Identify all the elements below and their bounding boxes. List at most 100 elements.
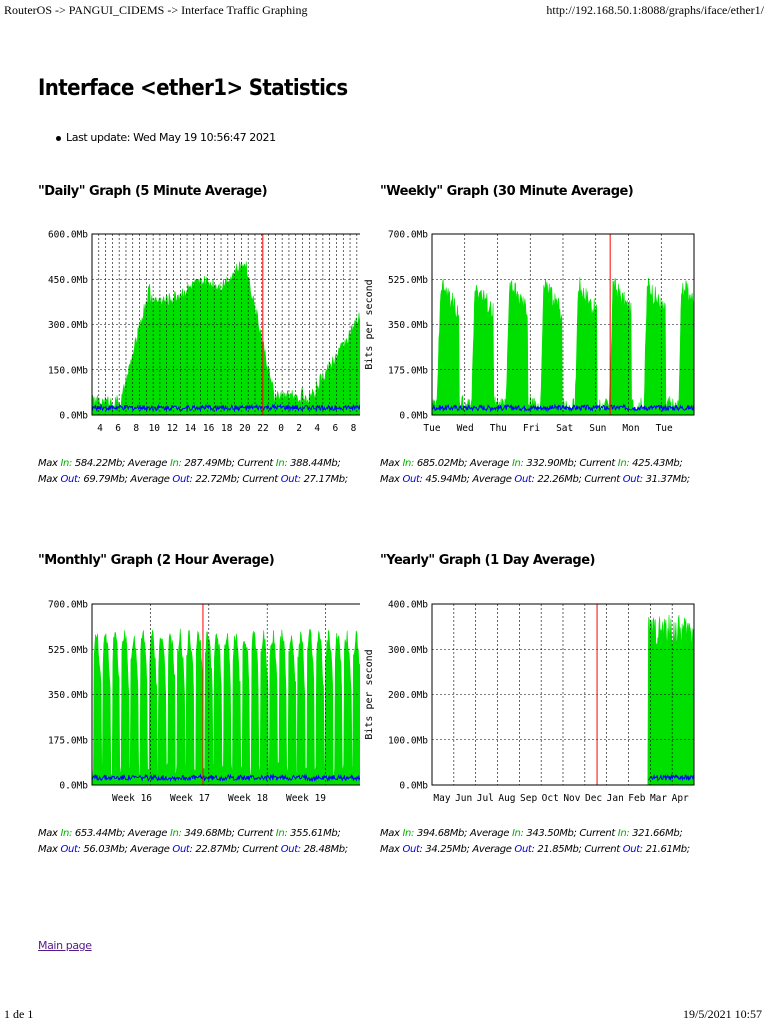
stats-value: 22.72Mb; Current [192, 474, 281, 485]
stats-label: Out: [622, 844, 643, 855]
x-tick-label: 12 [167, 423, 178, 434]
x-tick-label: 2 [296, 423, 302, 434]
x-tick-label: 20 [239, 423, 251, 434]
x-tick-label: Thu [490, 423, 507, 434]
stats-value: 21.85Mb; Current [534, 844, 623, 855]
y-tick-label: 350.0Mb [48, 690, 88, 701]
x-tick-label: Jun [455, 793, 472, 804]
last-update-text: Last update: Wed May 19 10:56:47 2021 [66, 131, 276, 144]
stats-label: Out: [402, 844, 423, 855]
x-tick-label: 6 [115, 423, 121, 434]
stats-value: 28.48Mb; [300, 844, 349, 855]
stats-label: Out: [280, 844, 301, 855]
y-tick-label: 0.0Mb [59, 781, 88, 792]
stats-label: Out: [60, 844, 81, 855]
x-tick-label: 22 [257, 423, 268, 434]
plot-frame [91, 603, 360, 786]
stats-value: 685.02Mb; Average [414, 458, 512, 469]
y-tick-label: 0.0Mb [59, 411, 88, 422]
x-tick-label: 8 [351, 423, 357, 434]
daily-stats-in: Max In: 584.22Mb; Average In: 287.49Mb; … [38, 456, 348, 472]
x-tick-label: Mon [622, 423, 639, 434]
stats-value: Max [38, 458, 61, 469]
x-tick-label: Mar [650, 793, 667, 804]
daily-graph: 600.0Mb 450.0Mb 300.0Mb 150.0Mb 0.0Mb 4 6 8 10 12… [48, 230, 360, 434]
stats-label: In: [402, 458, 415, 469]
main-page-link[interactable]: Main page [38, 939, 92, 952]
y-axis-label: Bits per second [364, 649, 375, 739]
page-title: Interface <ether1> Statistics [38, 76, 348, 101]
x-tick-label: Tue [423, 423, 440, 434]
yearly-graph: 400.0Mb 300.0Mb 200.0Mb 100.0Mb 0.0Mb May Jun J… [364, 600, 695, 804]
stats-label: In: [275, 828, 288, 839]
print-header-url: http://192.168.50.1:8088/graphs/iface/et… [546, 3, 764, 17]
x-tick-label: 10 [149, 423, 161, 434]
stats-value: 425.43Mb; [629, 458, 683, 469]
stats-value: 21.61Mb; [642, 844, 691, 855]
y-tick-label: 175.0Mb [388, 365, 428, 376]
x-tick-label: Feb [628, 793, 645, 804]
traffic-in-area [91, 628, 360, 786]
monthly-graph-title: "Monthly" Graph (2 Hour Average) [38, 553, 275, 568]
monthly-stats: Max In: 653.44Mb; Average In: 349.68Mb; … [38, 826, 348, 858]
y-tick-label: 100.0Mb [388, 735, 428, 746]
stats-value: Max [380, 458, 403, 469]
stats-label: Out: [172, 474, 193, 485]
x-tick-label: 6 [333, 423, 339, 434]
stats-label: In: [617, 828, 630, 839]
stats-label: In: [402, 828, 415, 839]
stats-value: 69.79Mb; Average [80, 474, 173, 485]
print-footer-page: 1 de 1 [4, 1007, 34, 1021]
y-axis-label: Bits per second [364, 279, 375, 369]
stats-value: 388.44Mb; [287, 458, 341, 469]
stats-value: 343.50Mb; Current [523, 828, 618, 839]
x-tick-label: 4 [97, 423, 103, 434]
x-tick-label: Week 16 [112, 793, 152, 804]
stats-value: 584.22Mb; Average [72, 458, 170, 469]
y-tick-label: 175.0Mb [48, 735, 88, 746]
print-footer-datetime: 19/5/2021 10:57 [682, 1007, 762, 1021]
traffic-out-line [91, 403, 360, 413]
yearly-stats: Max In: 394.68Mb; Average In: 343.50Mb; … [380, 826, 690, 858]
stats-label: In: [60, 828, 73, 839]
y-tick-label: 150.0Mb [48, 365, 88, 376]
print-header: RouterOS -> PANGUI_CIDEMS -> Interface T… [4, 3, 764, 17]
x-tick-label: 14 [185, 423, 197, 434]
x-tick-label: 8 [133, 423, 139, 434]
stats-value: 355.61Mb; [287, 828, 341, 839]
y-tick-label: 0.0Mb [399, 411, 428, 422]
stats-value: Max [380, 474, 403, 485]
stats-value: 332.90Mb; Current [523, 458, 618, 469]
x-tick-label: Nov [563, 793, 580, 804]
plot-frame [431, 603, 695, 786]
y-tick-label: 0.0Mb [399, 781, 428, 792]
stats-value: Max [38, 828, 61, 839]
weekly-graph-title: "Weekly" Graph (30 Minute Average) [380, 184, 634, 199]
x-tick-label: Jul [477, 793, 494, 804]
x-tick-label: Tue [656, 423, 673, 434]
yearly-stats-out: Max Out: 34.25Mb; Average Out: 21.85Mb; … [380, 842, 690, 858]
weekly-stats-out: Max Out: 45.94Mb; Average Out: 22.26Mb; … [380, 472, 690, 488]
daily-stats: Max In: 584.22Mb; Average In: 287.49Mb; … [38, 456, 348, 488]
weekly-stats: Max In: 685.02Mb; Average In: 332.90Mb; … [380, 456, 690, 488]
x-tick-label: Wed [457, 423, 474, 434]
x-tick-label: Week 17 [170, 793, 210, 804]
print-header-title: RouterOS -> PANGUI_CIDEMS -> Interface T… [4, 3, 308, 17]
x-tick-label: Aug [498, 793, 515, 804]
weekly-stats-in: Max In: 685.02Mb; Average In: 332.90Mb; … [380, 456, 690, 472]
stats-label: Out: [280, 474, 301, 485]
x-tick-label: 0 [278, 423, 284, 434]
stats-value: Max [380, 828, 403, 839]
stats-value: 56.03Mb; Average [80, 844, 173, 855]
stats-label: Out: [172, 844, 193, 855]
x-tick-label: Sun [589, 423, 606, 434]
plot-frame [91, 233, 360, 416]
x-tick-label: Apr [672, 793, 689, 804]
yearly-stats-in: Max In: 394.68Mb; Average In: 343.50Mb; … [380, 826, 690, 842]
stats-value: 22.26Mb; Current [534, 474, 623, 485]
y-tick-label: 700.0Mb [388, 230, 428, 241]
x-tick-label: Sat [556, 423, 573, 434]
stats-value: 22.87Mb; Current [192, 844, 281, 855]
stats-value: 394.68Mb; Average [414, 828, 512, 839]
